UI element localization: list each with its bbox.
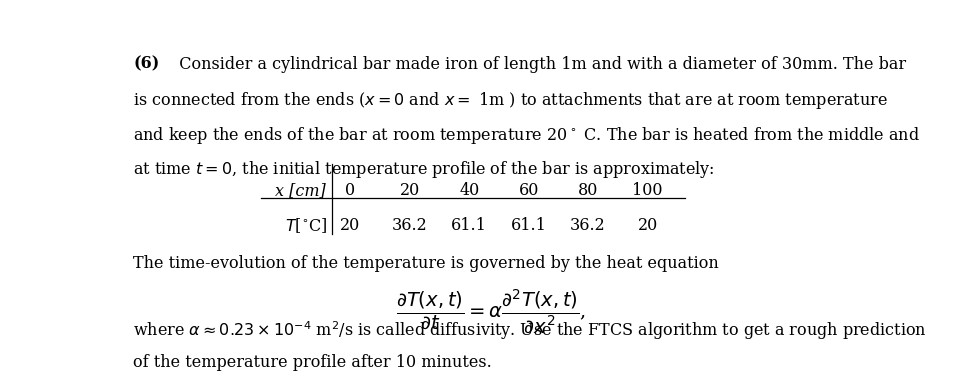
Text: 61.1: 61.1	[511, 217, 547, 234]
Text: (6): (6)	[133, 56, 159, 73]
Text: where $\alpha \approx 0.23\times10^{-4}$ m$^2$/s is called diffusivity. Use the : where $\alpha \approx 0.23\times10^{-4}$…	[133, 319, 927, 342]
Text: 36.2: 36.2	[571, 217, 606, 234]
Text: and keep the ends of the bar at room temperature 20$^\circ$ C. The bar is heated: and keep the ends of the bar at room tem…	[133, 125, 921, 146]
Text: 20: 20	[340, 217, 361, 234]
Text: 80: 80	[578, 182, 598, 199]
Text: $T$[$^{\circ}$C]: $T$[$^{\circ}$C]	[285, 217, 328, 236]
Text: 20: 20	[638, 217, 658, 234]
Text: 0: 0	[345, 182, 356, 199]
Text: 100: 100	[632, 182, 663, 199]
Text: of the temperature profile after 10 minutes.: of the temperature profile after 10 minu…	[133, 354, 492, 371]
Text: The time-evolution of the temperature is governed by the heat equation: The time-evolution of the temperature is…	[133, 255, 719, 272]
Text: 20: 20	[400, 182, 420, 199]
Text: 61.1: 61.1	[452, 217, 487, 234]
Text: is connected from the ends ($x = 0$ and $x = $ 1m ) to attachments that are at r: is connected from the ends ($x = 0$ and …	[133, 90, 888, 111]
Text: 60: 60	[519, 182, 539, 199]
Text: x [cm]: x [cm]	[275, 182, 326, 199]
Text: $\dfrac{\partial T(x,t)}{\partial t} = \alpha\dfrac{\partial^2 T(x,t)}{\partial : $\dfrac{\partial T(x,t)}{\partial t} = \…	[396, 287, 587, 335]
Text: at time $t = 0$, the initial temperature profile of the bar is approximately:: at time $t = 0$, the initial temperature…	[133, 160, 714, 180]
Text: Consider a cylindrical bar made iron of length 1m and with a diameter of 30mm. T: Consider a cylindrical bar made iron of …	[169, 56, 906, 73]
Text: 40: 40	[459, 182, 480, 199]
Text: 36.2: 36.2	[392, 217, 428, 234]
